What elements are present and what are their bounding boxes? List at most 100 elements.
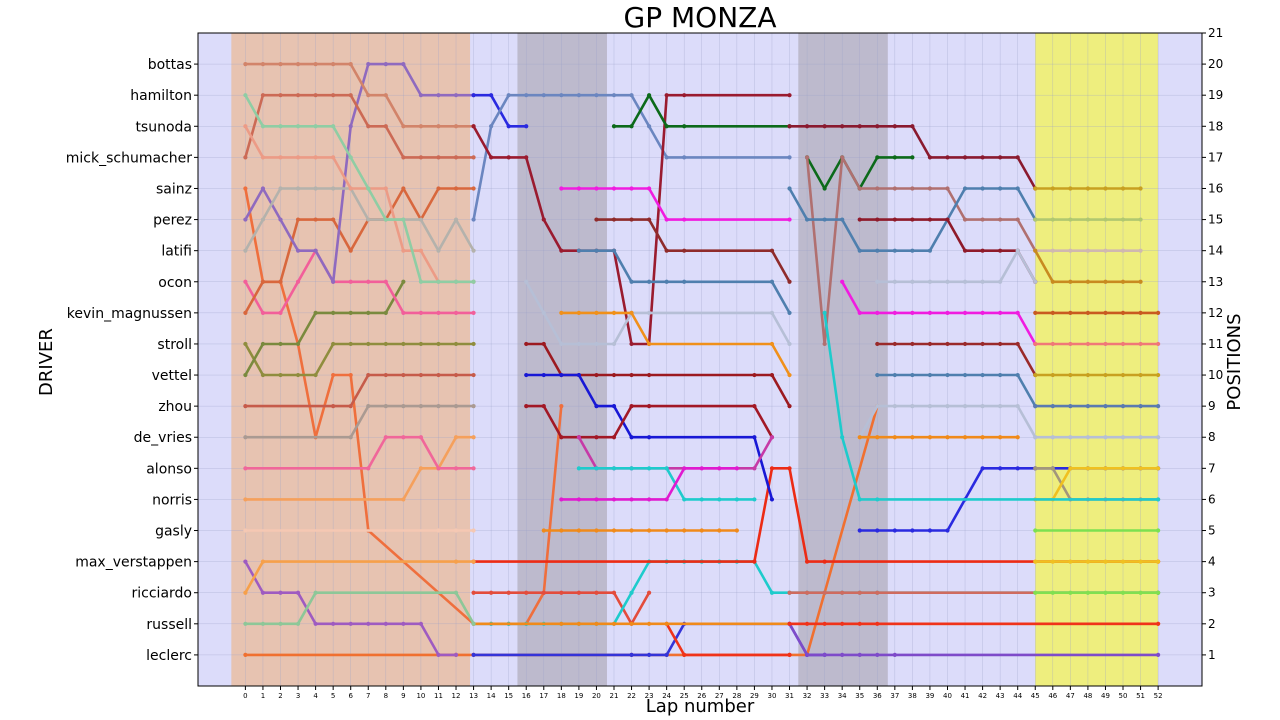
series-point bbox=[787, 466, 792, 471]
series-point bbox=[998, 310, 1003, 315]
lap-tick-label: 15 bbox=[504, 692, 513, 700]
series-point bbox=[752, 559, 757, 564]
series-point bbox=[1156, 435, 1161, 440]
series-point bbox=[418, 217, 424, 222]
series-point bbox=[682, 93, 687, 98]
series-point bbox=[980, 248, 985, 253]
series-point bbox=[331, 217, 336, 222]
series-point bbox=[682, 248, 687, 253]
series-point bbox=[594, 621, 599, 626]
series-point bbox=[1085, 372, 1091, 378]
series-point bbox=[1156, 310, 1161, 315]
series-point bbox=[278, 621, 283, 626]
series-line bbox=[524, 373, 774, 501]
series-point bbox=[295, 124, 301, 129]
position-tick-label: 8 bbox=[1208, 430, 1216, 444]
series-point bbox=[1033, 435, 1038, 440]
series-point bbox=[804, 124, 810, 129]
series-point bbox=[348, 124, 353, 129]
series-point bbox=[962, 310, 968, 315]
series-point bbox=[892, 310, 897, 315]
series-point bbox=[927, 404, 933, 409]
series-point bbox=[243, 528, 248, 533]
series-point bbox=[927, 279, 933, 284]
series-point bbox=[646, 279, 652, 284]
series-line bbox=[244, 435, 475, 470]
series-point bbox=[646, 310, 652, 315]
series-point bbox=[682, 279, 687, 284]
series-point bbox=[822, 590, 827, 595]
series-point bbox=[840, 652, 845, 658]
series-point bbox=[559, 93, 564, 98]
series-point bbox=[1033, 559, 1038, 564]
series-point bbox=[1015, 186, 1020, 191]
series-point bbox=[489, 155, 494, 160]
series-point bbox=[295, 590, 301, 595]
series-point bbox=[892, 404, 897, 409]
series-point bbox=[1138, 559, 1143, 564]
series-point bbox=[804, 590, 810, 595]
series-point bbox=[366, 186, 371, 191]
series-line bbox=[612, 93, 791, 128]
lap-tick-label: 26 bbox=[697, 692, 706, 700]
series-point bbox=[260, 341, 266, 347]
series-point bbox=[366, 61, 371, 67]
series-point bbox=[1050, 404, 1055, 409]
series-point bbox=[892, 155, 897, 160]
series-point bbox=[664, 621, 669, 626]
series-point bbox=[875, 372, 880, 378]
series-point bbox=[787, 590, 792, 595]
series-point bbox=[243, 341, 248, 347]
series-point bbox=[243, 217, 248, 222]
position-tick-label: 2 bbox=[1208, 617, 1216, 631]
series-point bbox=[1103, 404, 1108, 409]
series-point bbox=[1138, 466, 1143, 471]
series-point bbox=[857, 528, 862, 533]
position-tick-label: 16 bbox=[1208, 181, 1223, 195]
series-point bbox=[348, 621, 353, 626]
series-point bbox=[927, 372, 933, 378]
series-point bbox=[453, 310, 459, 315]
series-point bbox=[892, 248, 897, 253]
series-point bbox=[243, 559, 248, 564]
series-point bbox=[278, 186, 283, 191]
driver-label: kevin_magnussen bbox=[67, 306, 192, 322]
series-point bbox=[717, 466, 722, 471]
series-point bbox=[646, 621, 652, 626]
series-point bbox=[401, 372, 406, 378]
driver-label: hamilton bbox=[130, 88, 192, 104]
driver-label: latifi bbox=[161, 244, 192, 260]
driver-label: max_verstappen bbox=[75, 555, 192, 571]
series-point bbox=[576, 466, 581, 471]
lap-tick-label: 17 bbox=[539, 692, 548, 700]
series-point bbox=[541, 341, 546, 347]
series-point bbox=[436, 248, 441, 253]
series-point bbox=[260, 310, 266, 315]
series-point bbox=[1120, 466, 1126, 471]
position-tick-label: 10 bbox=[1208, 368, 1223, 382]
series-point bbox=[243, 279, 248, 284]
series-point bbox=[471, 404, 476, 409]
series-point bbox=[1050, 279, 1055, 284]
series-point bbox=[962, 248, 968, 253]
series-point bbox=[664, 528, 669, 533]
series-point bbox=[295, 341, 301, 347]
series-point bbox=[313, 248, 318, 253]
position-tick-label: 12 bbox=[1208, 306, 1223, 320]
series-line bbox=[244, 249, 475, 315]
series-point bbox=[436, 404, 441, 409]
series-point bbox=[787, 186, 792, 191]
series-point bbox=[1120, 217, 1126, 222]
series-point bbox=[646, 435, 652, 440]
series-point bbox=[541, 310, 546, 315]
series-point bbox=[559, 404, 564, 409]
series-point bbox=[471, 559, 476, 564]
series-point bbox=[611, 186, 617, 191]
series-point bbox=[664, 93, 669, 98]
lap-tick-label: 52 bbox=[1154, 692, 1163, 700]
series-point bbox=[260, 93, 266, 98]
position-tick-label: 20 bbox=[1208, 57, 1223, 71]
series-point bbox=[769, 341, 775, 347]
series-point bbox=[1068, 341, 1073, 347]
